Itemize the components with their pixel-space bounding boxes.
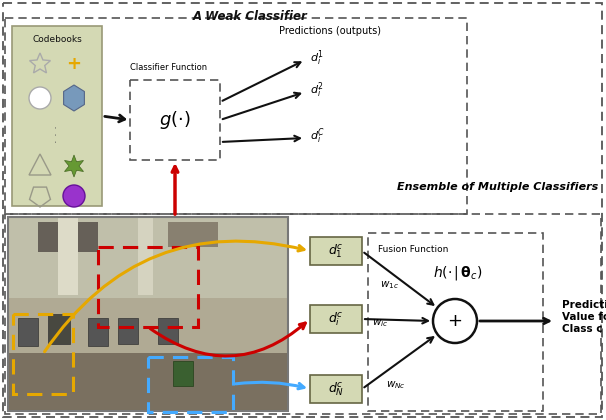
Bar [38, 222, 98, 252]
Polygon shape [64, 85, 84, 111]
Text: $d_N^c$: $d_N^c$ [328, 380, 344, 398]
Bar [13, 314, 73, 394]
Text: Prediction
Value for
Class c: Prediction Value for Class c [562, 300, 606, 333]
Bar [158, 318, 178, 344]
Circle shape [63, 185, 85, 207]
Text: $h(\cdot\,|\,\mathbf{\theta}_c)$: $h(\cdot\,|\,\mathbf{\theta}_c)$ [433, 264, 483, 282]
Bar [148, 357, 233, 412]
Text: $d_i^1$: $d_i^1$ [310, 48, 324, 68]
Text: A Weak Classifier: A Weak Classifier [193, 10, 307, 23]
Text: Predictions (outputs): Predictions (outputs) [279, 26, 381, 36]
Bar [8, 217, 288, 299]
Bar [12, 26, 102, 206]
Text: $w_{ic}$: $w_{ic}$ [372, 317, 388, 329]
Bar [88, 318, 108, 346]
Circle shape [29, 87, 51, 109]
Bar [310, 375, 362, 403]
Text: +: + [67, 55, 81, 73]
Bar [168, 222, 218, 247]
Text: Classifier Function: Classifier Function [130, 63, 207, 72]
Bar [118, 318, 138, 344]
Text: $d_i^C$: $d_i^C$ [310, 126, 325, 146]
Text: Codebooks: Codebooks [32, 36, 82, 45]
Bar [310, 305, 362, 333]
Bar [310, 237, 362, 265]
Bar [98, 247, 198, 327]
Bar [130, 80, 220, 160]
Text: $w_{Nc}$: $w_{Nc}$ [386, 379, 406, 391]
Text: $d_1^c$: $d_1^c$ [328, 242, 344, 260]
Bar [368, 233, 543, 411]
Text: +: + [447, 312, 462, 330]
Text: · · ·: · · · [52, 125, 62, 143]
Text: Ensemble of Multiple Classifiers: Ensemble of Multiple Classifiers [397, 182, 598, 192]
Text: $w_{1c}$: $w_{1c}$ [380, 279, 399, 291]
Circle shape [433, 299, 477, 343]
Text: $d_i^c$: $d_i^c$ [328, 310, 344, 328]
Bar [18, 318, 38, 346]
Bar [58, 217, 78, 294]
Bar [48, 314, 70, 344]
Text: $g(\cdot)$: $g(\cdot)$ [159, 109, 191, 131]
Bar [5, 214, 601, 414]
Bar [8, 217, 288, 411]
Bar [138, 217, 153, 294]
Bar [173, 360, 193, 386]
Bar [8, 299, 288, 353]
Text: $d_i^2$: $d_i^2$ [310, 80, 324, 100]
Polygon shape [64, 155, 84, 177]
Bar [8, 353, 288, 411]
Bar [5, 18, 467, 214]
Text: Fusion Function: Fusion Function [378, 244, 448, 254]
